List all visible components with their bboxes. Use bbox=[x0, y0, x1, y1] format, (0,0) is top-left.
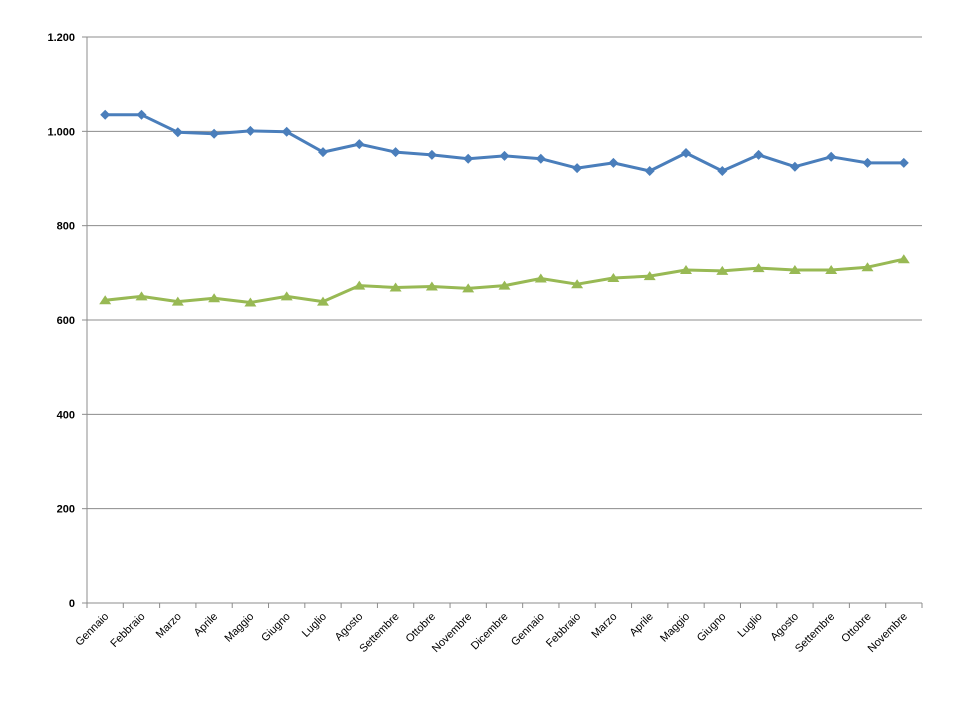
data-point bbox=[209, 128, 220, 139]
x-tick-label: Febbraio bbox=[544, 611, 583, 650]
x-tick-label: Maggio bbox=[658, 611, 692, 645]
data-point bbox=[572, 163, 583, 174]
data-point bbox=[643, 271, 656, 281]
data-point bbox=[280, 291, 293, 301]
x-tick-label: Aprile bbox=[627, 611, 655, 639]
x-tick-label: Giugno bbox=[695, 611, 729, 645]
x-tick-label: Maggio bbox=[222, 611, 256, 645]
data-point bbox=[861, 262, 874, 272]
data-point bbox=[607, 273, 620, 282]
data-point bbox=[463, 153, 474, 164]
x-tick-label: Aprile bbox=[192, 611, 220, 639]
y-tick-label: 200 bbox=[57, 504, 75, 516]
x-tick-label: Giugno bbox=[259, 611, 293, 645]
data-point bbox=[389, 282, 402, 292]
x-tick-label: Luglio bbox=[300, 611, 329, 640]
series-1 bbox=[100, 109, 909, 176]
data-point bbox=[752, 263, 765, 273]
y-tick-label: 0 bbox=[69, 598, 75, 610]
data-point bbox=[208, 293, 221, 303]
data-point bbox=[354, 139, 365, 150]
x-tick-label: Novembre bbox=[430, 611, 474, 655]
y-tick-label: 400 bbox=[57, 409, 75, 421]
data-point bbox=[244, 297, 257, 307]
data-point bbox=[498, 280, 511, 290]
data-point bbox=[136, 109, 147, 120]
data-point bbox=[862, 157, 873, 168]
data-point bbox=[897, 254, 910, 264]
x-tick-label: Ottobre bbox=[404, 611, 438, 645]
y-tick-label: 800 bbox=[57, 221, 75, 233]
data-point bbox=[135, 291, 148, 301]
data-point bbox=[317, 296, 329, 306]
data-point bbox=[171, 296, 184, 306]
x-tick-label: Agosto bbox=[333, 611, 366, 644]
x-tick-label: Gennaio bbox=[509, 611, 547, 649]
data-point bbox=[826, 151, 837, 162]
data-point bbox=[825, 265, 838, 274]
data-point bbox=[535, 153, 546, 164]
x-tick-label: Marzo bbox=[154, 611, 184, 641]
data-point bbox=[681, 148, 691, 158]
data-point bbox=[753, 149, 764, 160]
data-point bbox=[499, 150, 510, 161]
data-point bbox=[426, 149, 437, 160]
data-point bbox=[281, 126, 292, 137]
data-point bbox=[788, 265, 801, 274]
x-tick-label: Ottobre bbox=[839, 611, 873, 645]
series bbox=[99, 109, 910, 307]
y-axis-tick-labels: 0 200 400 600 800 1.000 1.200 bbox=[47, 32, 75, 610]
data-point bbox=[680, 265, 692, 274]
series-line bbox=[103, 113, 906, 173]
x-tick-label: Novembre bbox=[866, 611, 910, 655]
y-tick-label: 1.000 bbox=[47, 126, 75, 138]
y-tick-label: 1.200 bbox=[47, 32, 75, 44]
x-tick-label: Marzo bbox=[589, 611, 619, 641]
data-point bbox=[353, 280, 366, 290]
data-point bbox=[534, 273, 547, 283]
data-point bbox=[99, 295, 112, 305]
data-point bbox=[571, 279, 584, 289]
axes bbox=[82, 36, 923, 608]
data-point bbox=[425, 281, 438, 291]
data-point bbox=[608, 157, 619, 168]
series-2 bbox=[99, 254, 910, 307]
x-tick-label: Settembre bbox=[357, 611, 401, 655]
x-tick-label: Settembre bbox=[793, 611, 837, 655]
data-point bbox=[789, 161, 800, 172]
x-tick-label: Agosto bbox=[768, 611, 801, 644]
data-point bbox=[717, 166, 728, 176]
data-point bbox=[462, 283, 475, 293]
x-tick-label: Dicembre bbox=[469, 611, 511, 653]
x-tick-label: Febbraio bbox=[108, 611, 147, 650]
x-tick-label: Gennaio bbox=[73, 611, 111, 649]
data-point bbox=[172, 127, 183, 138]
data-point bbox=[318, 147, 328, 158]
data-point bbox=[898, 157, 909, 168]
data-point bbox=[245, 125, 256, 136]
data-point bbox=[100, 109, 111, 120]
x-tick-label: Luglio bbox=[736, 611, 765, 640]
data-point bbox=[644, 166, 655, 176]
y-tick-label: 600 bbox=[57, 315, 75, 327]
data-point bbox=[716, 265, 729, 275]
data-point bbox=[390, 147, 401, 158]
